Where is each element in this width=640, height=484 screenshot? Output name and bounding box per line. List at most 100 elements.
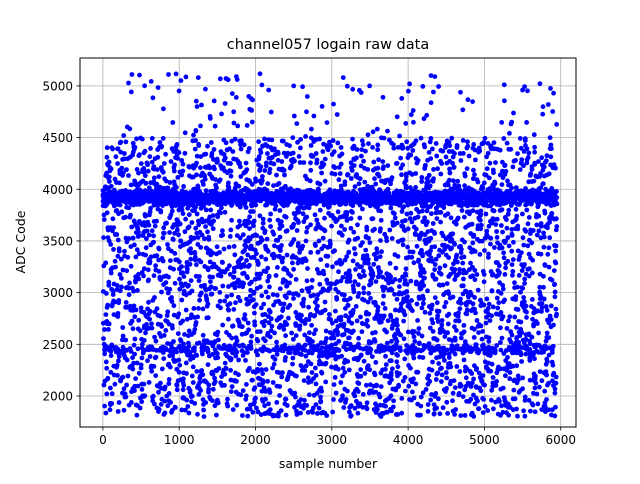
data-point (151, 240, 156, 245)
data-point (147, 317, 152, 322)
data-point (184, 361, 189, 366)
data-point (340, 152, 345, 157)
data-point (271, 292, 276, 297)
data-point (147, 233, 152, 238)
data-point (358, 374, 363, 379)
data-point (177, 370, 182, 375)
data-point (136, 346, 141, 351)
data-point (120, 325, 125, 330)
data-point (271, 380, 276, 385)
data-point (412, 339, 417, 344)
data-point (230, 91, 235, 96)
data-point (302, 398, 307, 403)
data-point (174, 350, 179, 355)
data-point (356, 389, 361, 394)
data-point (446, 183, 451, 188)
data-point (166, 275, 171, 280)
data-point (458, 306, 463, 311)
data-point (458, 413, 463, 418)
data-point (137, 73, 142, 78)
data-point (130, 319, 135, 324)
data-point (404, 266, 409, 271)
data-point (244, 205, 249, 210)
data-point (399, 396, 404, 401)
data-point (345, 359, 350, 364)
data-point (439, 366, 444, 371)
data-point (391, 398, 396, 403)
data-point (208, 208, 213, 213)
data-point (395, 339, 400, 344)
data-point (465, 139, 470, 144)
data-point (402, 336, 407, 341)
data-point (178, 222, 183, 227)
data-point (118, 203, 123, 208)
data-point (472, 172, 477, 177)
data-point (278, 208, 283, 213)
data-point (226, 317, 231, 322)
data-point (336, 367, 341, 372)
data-point (181, 162, 186, 167)
data-point (441, 405, 446, 410)
data-point (271, 232, 276, 237)
data-point (231, 407, 236, 412)
data-point (358, 176, 363, 181)
data-point (354, 155, 359, 160)
data-point (459, 336, 464, 341)
data-point (238, 164, 243, 169)
data-point (192, 306, 197, 311)
data-point (172, 303, 177, 308)
data-point (394, 359, 399, 364)
data-point (447, 178, 452, 183)
data-point (143, 253, 148, 258)
data-point (461, 283, 466, 288)
data-point (409, 255, 414, 260)
data-point (381, 164, 386, 169)
data-point (199, 291, 204, 296)
data-point (277, 181, 282, 186)
data-point (341, 405, 346, 410)
data-point (283, 355, 288, 360)
data-point (238, 223, 243, 228)
data-point (373, 182, 378, 187)
data-point (462, 183, 467, 188)
data-point (270, 138, 275, 143)
data-point (198, 245, 203, 250)
data-point (411, 108, 416, 113)
data-point (240, 413, 245, 418)
data-point (411, 356, 416, 361)
data-point (423, 163, 428, 168)
data-point (136, 318, 141, 323)
data-point (102, 351, 107, 356)
data-point (238, 205, 243, 210)
data-point (232, 275, 237, 280)
data-point (366, 312, 371, 317)
data-point (384, 238, 389, 243)
data-point (447, 355, 452, 360)
data-point (181, 383, 186, 388)
data-point (125, 358, 130, 363)
data-point (422, 145, 427, 150)
data-point (266, 401, 271, 406)
data-point (309, 285, 314, 290)
data-point (388, 206, 393, 211)
data-point (390, 288, 395, 293)
data-point (404, 186, 409, 191)
data-point (350, 137, 355, 142)
data-point (473, 249, 478, 254)
data-point (208, 279, 213, 284)
data-point (334, 391, 339, 396)
data-point (231, 149, 236, 154)
data-point (288, 350, 293, 355)
data-point (323, 308, 328, 313)
data-point (361, 392, 366, 397)
data-point (260, 238, 265, 243)
data-point (471, 168, 476, 173)
data-point (281, 256, 286, 261)
data-point (279, 375, 284, 380)
data-point (396, 364, 401, 369)
data-point (233, 137, 238, 142)
data-point (284, 322, 289, 327)
data-point (368, 296, 373, 301)
data-point (473, 277, 478, 282)
data-point (154, 339, 159, 344)
